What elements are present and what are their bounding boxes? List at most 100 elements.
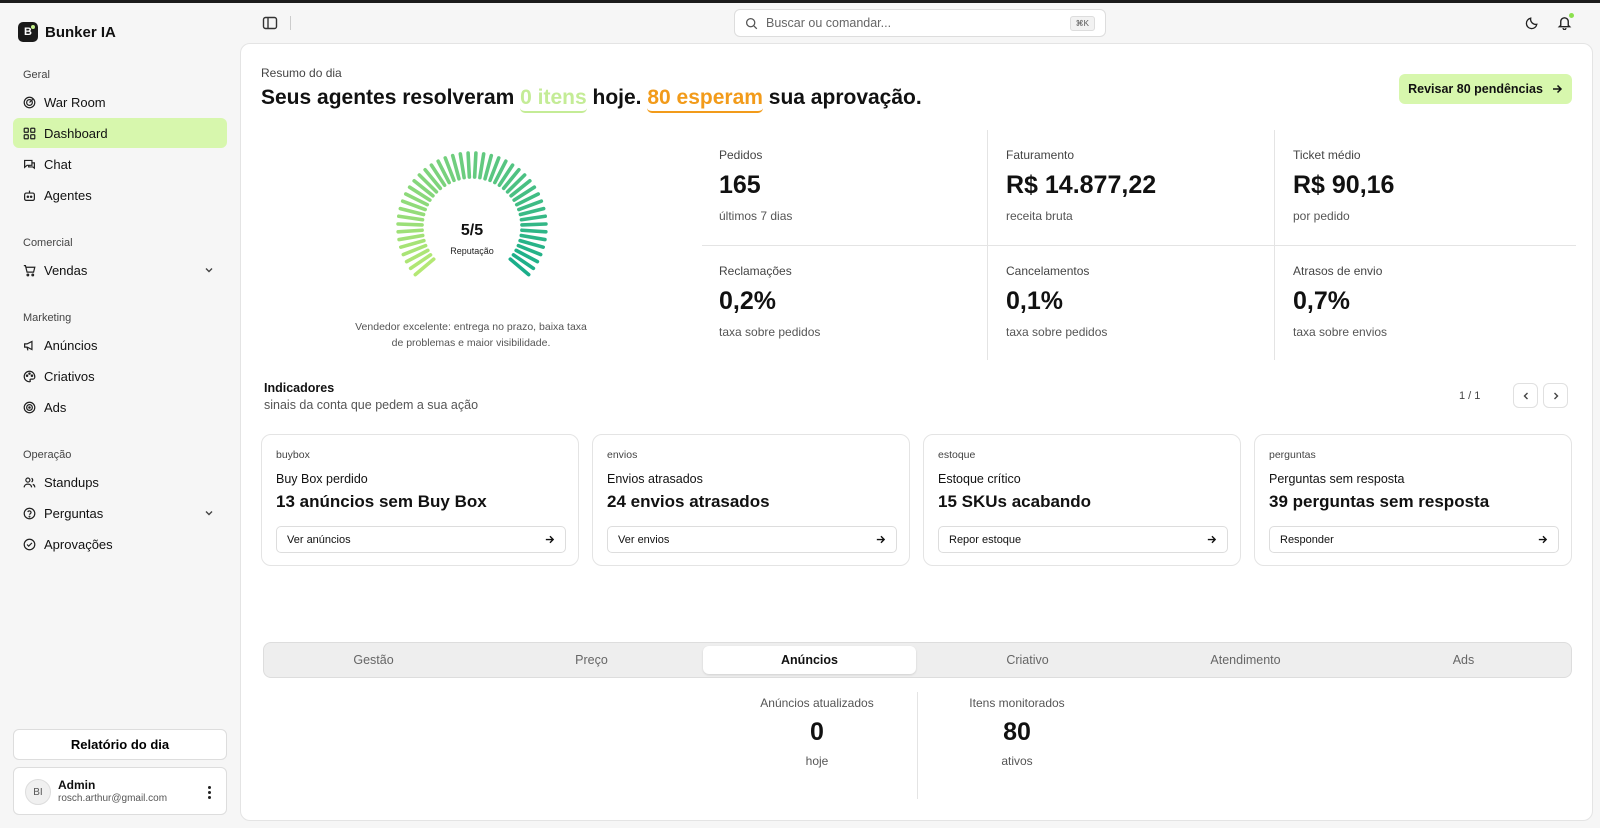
gauge-tick: [493, 159, 508, 185]
sidebar-item-agentes[interactable]: Agentes: [13, 180, 227, 210]
bot-icon: [23, 189, 36, 202]
pager-prev-button[interactable]: [1513, 383, 1538, 408]
indicators-title: Indicadores: [264, 381, 335, 395]
gauge-tick: [520, 222, 548, 227]
stat-value: R$ 14.877,22: [1006, 171, 1157, 199]
tab-preco[interactable]: Preço: [575, 653, 608, 667]
theme-toggle-moon-icon[interactable]: [1525, 16, 1539, 30]
search-input[interactable]: [766, 16, 1105, 30]
tab-stat-listings-updated: Anúncios atualizados 0 hoje: [717, 696, 917, 768]
sidebar-item-ads[interactable]: Ads: [13, 392, 227, 422]
card-action-label: Ver anúncios: [287, 533, 351, 546]
sidebar-item-standups[interactable]: Standups: [13, 467, 227, 497]
category-tabs: Gestão Preço Anúncios Criativo Atendimen…: [263, 642, 1572, 678]
gauge-tick: [396, 222, 424, 227]
chevron-down-icon[interactable]: [203, 264, 215, 276]
sidebar-item-perguntas[interactable]: Perguntas: [13, 498, 227, 528]
card-title: Envios atrasados: [607, 472, 703, 486]
gauge-tick: [436, 159, 451, 185]
card-title: Perguntas sem resposta: [1269, 472, 1405, 486]
sidebar-item-war-room[interactable]: War Room: [13, 87, 227, 117]
stat-atrasos-envio: Atrasos de envio 0,7% taxa sobre envios: [1276, 246, 1567, 361]
daily-report-button[interactable]: Relatório do dia: [13, 729, 227, 760]
card-tag: envios: [607, 449, 638, 461]
sidebar: B Bunker IA Geral War Room Dashboard Cha…: [0, 3, 240, 828]
sidebar-item-vendas[interactable]: Vendas: [13, 255, 227, 285]
help-circle-icon: [23, 507, 36, 520]
tab-anuncios[interactable]: Anúncios: [703, 646, 916, 674]
reputation-gauge: [396, 151, 548, 277]
user-card[interactable]: BI Admin rosch.arthur@gmail.com: [13, 767, 227, 815]
indicators-pager: 1 / 1: [1459, 390, 1481, 402]
resolved-count: 0 itens: [520, 86, 587, 109]
stat-label: Pedidos: [719, 148, 763, 162]
review-pending-label: Revisar 80 pendências: [1408, 82, 1543, 96]
sidebar-item-label: Dashboard: [44, 125, 108, 141]
tab-criativo[interactable]: Criativo: [1006, 653, 1049, 667]
gauge-tick: [518, 206, 546, 217]
chevron-down-icon[interactable]: [203, 507, 215, 519]
sidebar-item-label: Anúncios: [44, 337, 98, 353]
tab-atendimento[interactable]: Atendimento: [1210, 653, 1281, 667]
headline-middle: hoje.: [586, 86, 648, 109]
tab-gestao[interactable]: Gestão: [353, 653, 394, 667]
search-bar[interactable]: ⌘K: [734, 9, 1106, 37]
stat-cancelamentos: Cancelamentos 0,1% taxa sobre pedidos: [989, 246, 1280, 361]
answer-questions-button[interactable]: Responder: [1269, 526, 1559, 553]
review-pending-button[interactable]: Revisar 80 pendências: [1399, 74, 1572, 104]
tab-stat-sub: hoje: [805, 754, 829, 768]
gauge-tick: [520, 228, 548, 234]
gauge-tick: [403, 192, 430, 207]
arrow-right-icon: [545, 535, 555, 544]
header-divider: [290, 16, 291, 30]
sidebar-item-anuncios[interactable]: Anúncios: [13, 330, 227, 360]
gauge-tick: [408, 253, 433, 271]
sidebar-item-label: Chat: [44, 156, 72, 172]
card-tag: buybox: [276, 449, 310, 461]
gauge-tick: [519, 233, 547, 242]
reputation-value: 5/5: [460, 222, 484, 239]
search-shortcut-badge: ⌘K: [1069, 16, 1095, 31]
sidebar-item-chat[interactable]: Chat: [13, 149, 227, 179]
pager-next-button[interactable]: [1543, 383, 1568, 408]
stat-label: Reclamações: [719, 264, 792, 278]
dashboard-grid-icon: [23, 127, 36, 140]
check-circle-icon: [23, 538, 36, 551]
stat-pedidos: Pedidos 165 últimos 7 dias: [702, 130, 993, 245]
notifications-bell-icon[interactable]: [1557, 15, 1572, 30]
view-listings-button[interactable]: Ver anúncios: [276, 526, 566, 553]
more-options-icon[interactable]: [202, 782, 216, 802]
restock-button[interactable]: Repor estoque: [938, 526, 1228, 553]
gauge-tick: [423, 167, 443, 191]
sidebar-toggle-icon[interactable]: [262, 15, 278, 31]
gauge-tick: [517, 199, 544, 212]
headline-suffix: sua aprovação.: [762, 86, 922, 109]
stat-reclamacoes: Reclamações 0,2% taxa sobre pedidos: [702, 246, 993, 361]
sidebar-item-criativos[interactable]: Criativos: [13, 361, 227, 391]
stat-value: 0,2%: [719, 287, 776, 315]
sidebar-item-dashboard[interactable]: Dashboard: [13, 118, 227, 148]
tab-stat-value: 80: [1003, 718, 1031, 746]
card-tag: perguntas: [1269, 449, 1316, 461]
gauge-tick: [417, 173, 439, 194]
tab-ads[interactable]: Ads: [1452, 653, 1475, 667]
stat-sub: receita bruta: [1006, 209, 1073, 223]
card-title: Buy Box perdido: [276, 472, 368, 486]
sidebar-item-aprovacoes[interactable]: Aprovações: [13, 529, 227, 559]
card-title: Estoque crítico: [938, 472, 1021, 486]
indicator-card-buybox: buybox Buy Box perdido 13 anúncios sem B…: [261, 434, 579, 566]
gauge-tick: [397, 233, 425, 242]
card-action-label: Ver envios: [618, 533, 670, 546]
notification-dot: [1569, 13, 1574, 18]
gauge-tick: [407, 185, 432, 202]
stat-sub: taxa sobre envios: [1293, 325, 1388, 339]
stat-label: Atrasos de envio: [1293, 264, 1383, 278]
arrow-right-icon: [1538, 535, 1548, 544]
sidebar-item-label: War Room: [44, 94, 106, 110]
chevron-right-icon: [1553, 392, 1558, 399]
palette-icon: [23, 370, 36, 383]
brand[interactable]: B Bunker IA: [18, 22, 116, 42]
nav-group-comercial: Comercial: [23, 237, 73, 249]
gauge-tick: [401, 243, 428, 257]
view-shipments-button[interactable]: Ver envios: [607, 526, 897, 553]
